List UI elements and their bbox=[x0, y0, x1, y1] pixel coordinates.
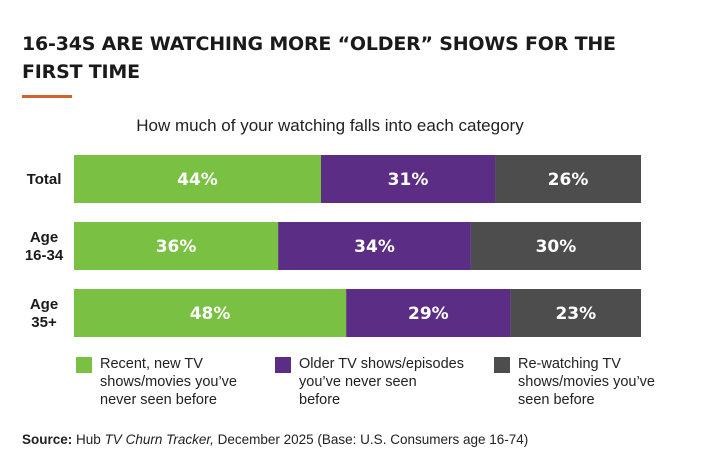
bar-recent-0 bbox=[74, 155, 322, 203]
legend-item-rewatch: Re-watching TV shows/movies you’ve seen … bbox=[494, 355, 655, 409]
bar-rewatch-0 bbox=[495, 155, 641, 203]
data-label-rewatch-1: 30% bbox=[536, 237, 577, 257]
bar-recent-2 bbox=[74, 289, 347, 337]
legend-item-recent: Recent, new TV shows/movies you’ve never… bbox=[76, 355, 237, 409]
legend-item-older: Older TV shows/episodes you’ve never see… bbox=[275, 355, 464, 409]
chart-subtitle: How much of your watching falls into eac… bbox=[136, 116, 524, 135]
data-label-recent-0: 44% bbox=[177, 170, 218, 190]
data-label-rewatch-0: 26% bbox=[548, 170, 589, 190]
category-label-0: Total bbox=[27, 171, 62, 188]
bar-older-0 bbox=[321, 155, 496, 203]
data-label-recent-1: 36% bbox=[156, 237, 197, 257]
data-label-older-2: 29% bbox=[408, 304, 449, 324]
category-label-1: Age 16-34 bbox=[25, 229, 64, 264]
data-label-older-0: 31% bbox=[388, 170, 429, 190]
legend-label-older: Older TV shows/episodes you’ve never see… bbox=[299, 356, 464, 408]
bar-rewatch-1 bbox=[470, 222, 641, 270]
legend-swatch-recent bbox=[76, 357, 92, 373]
source-prefix: Hub bbox=[76, 432, 101, 447]
bar-older-2 bbox=[346, 289, 511, 337]
bar-rewatch-2 bbox=[510, 289, 641, 337]
data-label-recent-2: 48% bbox=[190, 304, 231, 324]
bar-older-1 bbox=[278, 222, 471, 270]
category-label-2: Age 35+ bbox=[30, 296, 58, 331]
source-report: TV Churn Tracker, bbox=[104, 432, 214, 447]
source-label: Source: bbox=[22, 432, 73, 447]
source-detail: December 2025 (Base: U.S. Consumers age … bbox=[217, 432, 529, 447]
legend-label-recent: Recent, new TV shows/movies you’ve never… bbox=[100, 356, 237, 408]
data-label-rewatch-2: 23% bbox=[555, 304, 596, 324]
legend-swatch-rewatch bbox=[494, 357, 510, 373]
legend-swatch-older bbox=[275, 357, 291, 373]
title-accent-rule bbox=[22, 95, 72, 98]
data-label-older-1: 34% bbox=[354, 237, 395, 257]
source-note: Source: Hub TV Churn Tracker, December 2… bbox=[22, 432, 528, 447]
bar-recent-1 bbox=[74, 222, 279, 270]
legend-label-rewatch: Re-watching TV shows/movies you’ve seen … bbox=[518, 356, 655, 408]
stacked-bar-chart: 44% 31% 26% Total 36% 34% 30% Age 16-34 48% 29% 23%… bbox=[25, 155, 641, 337]
page-title: 16-34S ARE WATCHING MORE “OLDER” SHOWS F… bbox=[22, 33, 616, 83]
